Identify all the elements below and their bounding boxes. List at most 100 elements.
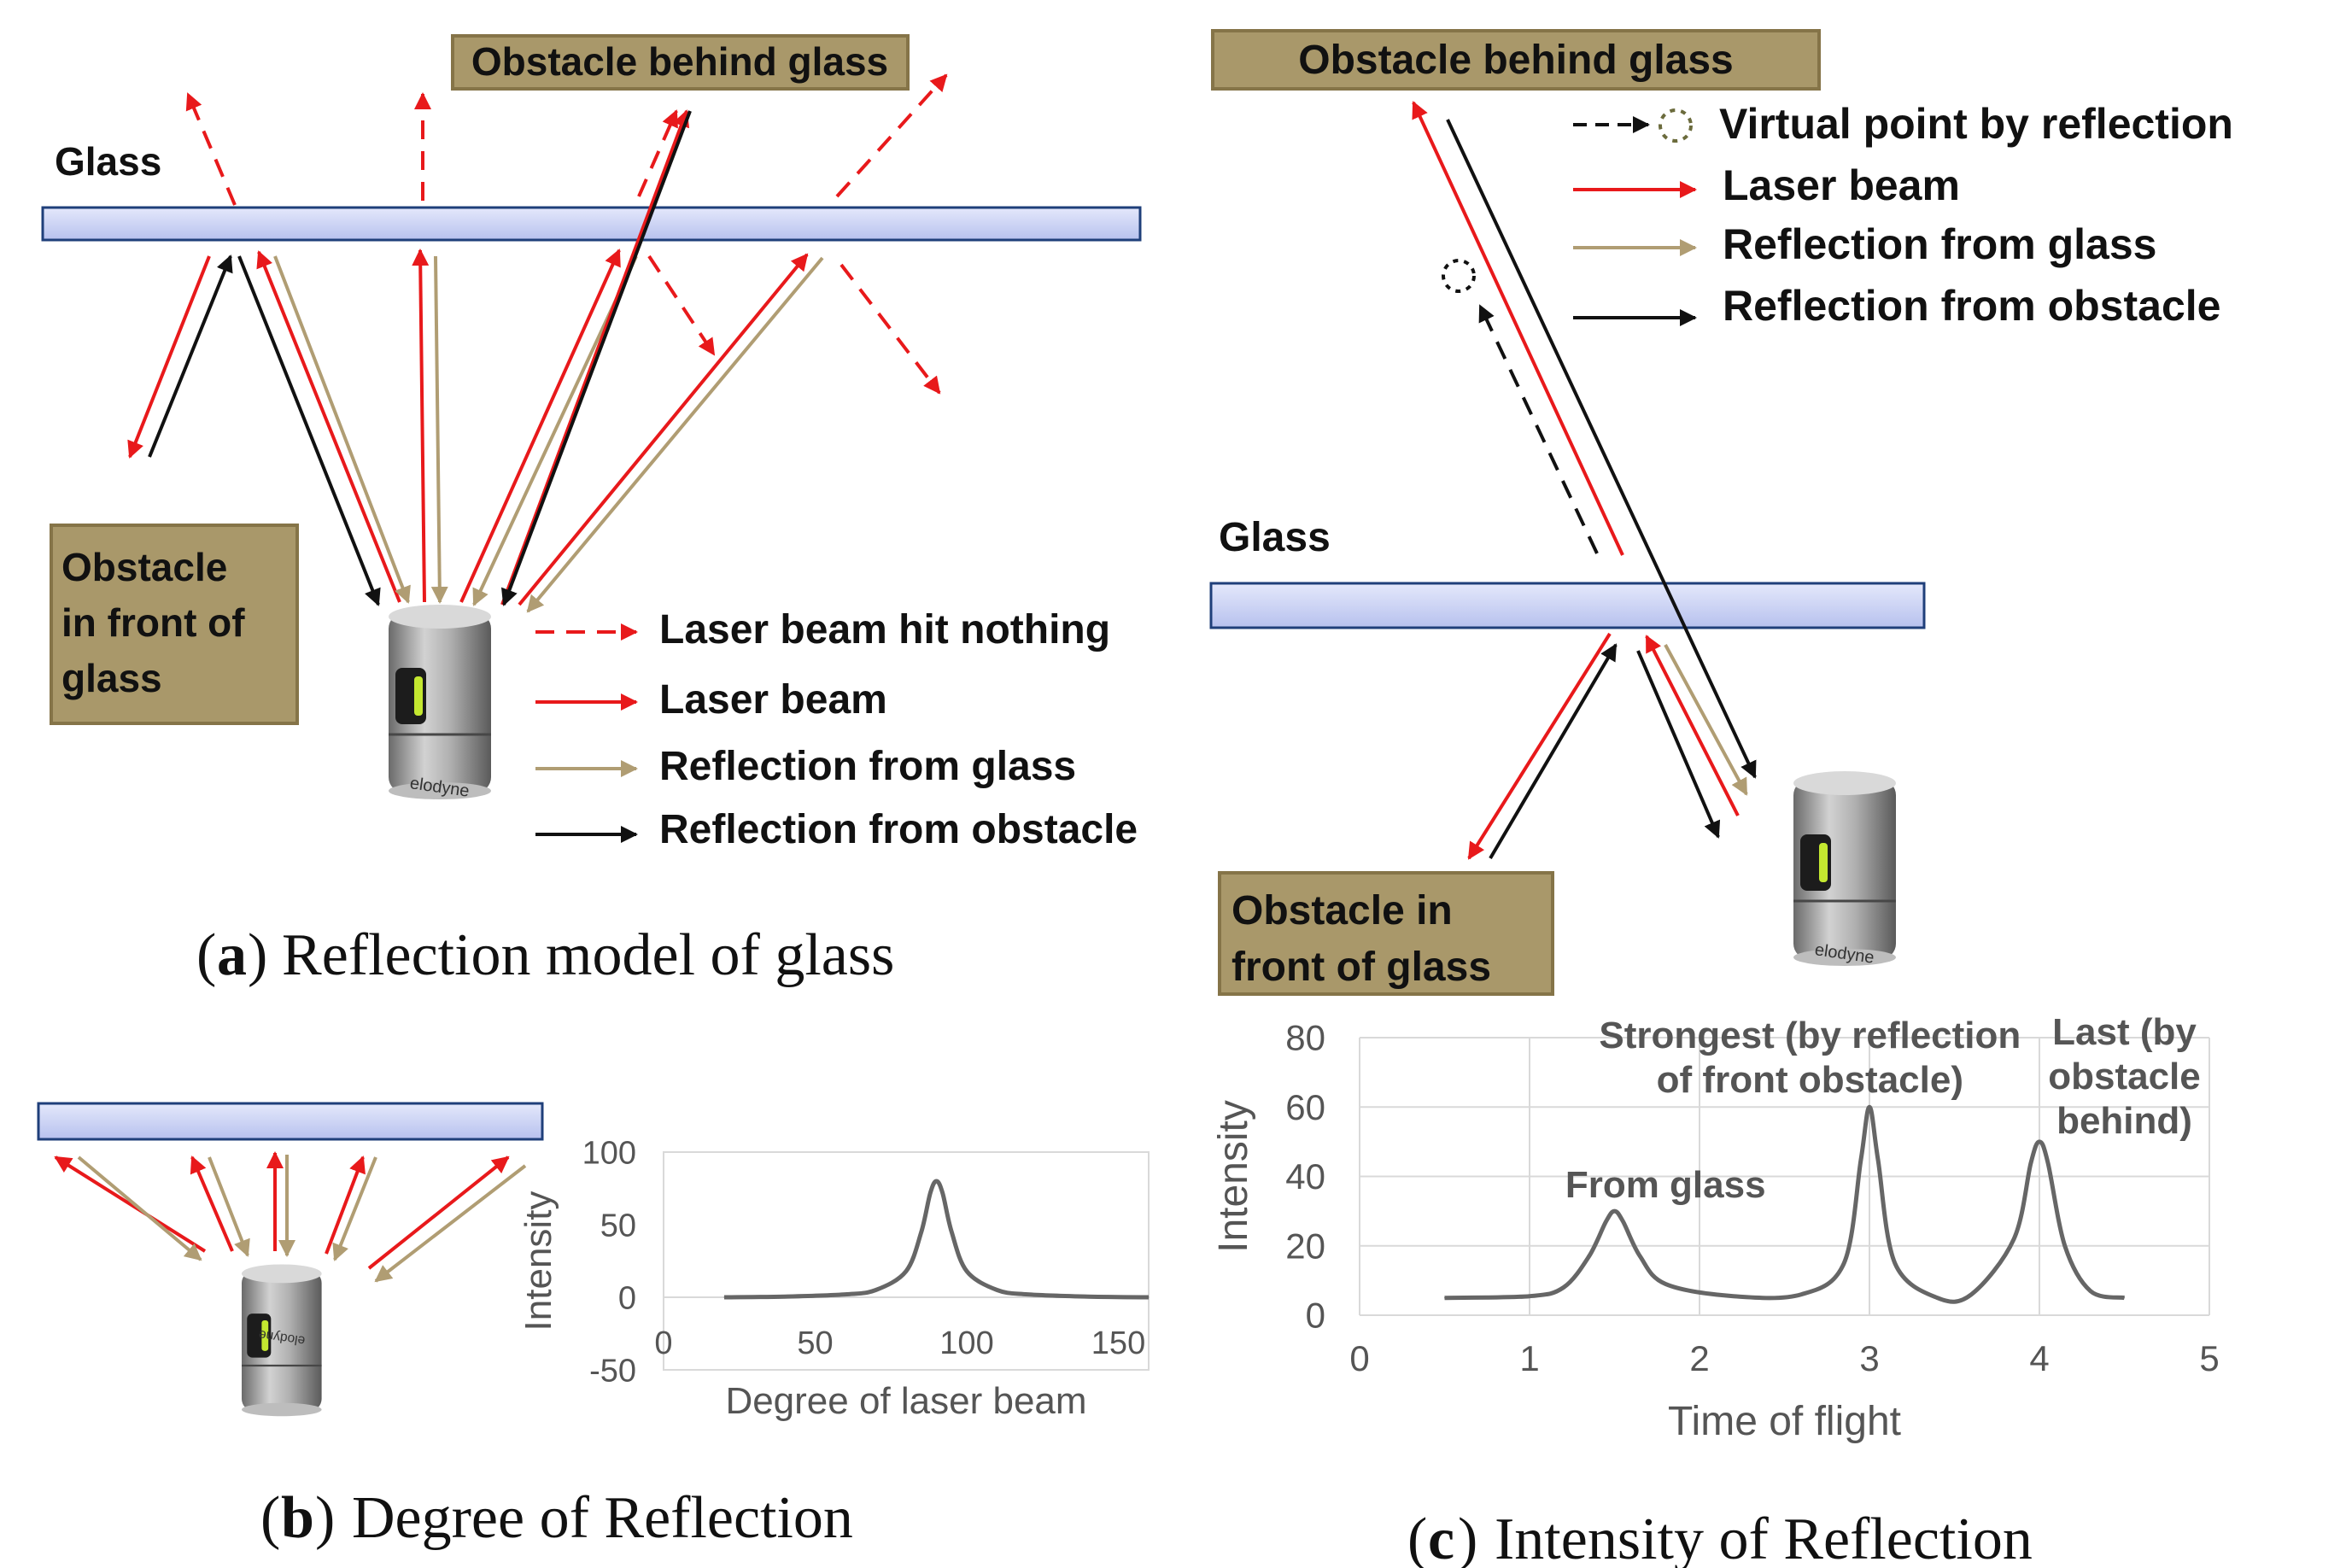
panel-a: Glass Obstacle behind glass Obstacle in … [41,34,1142,988]
data-point [1614,1210,1615,1212]
caption-c: ( c ) Intensity of Reflection [1407,1507,2033,1568]
annotation-line: behind) [2056,1100,2192,1142]
panel-b-rays [54,1151,527,1283]
data-point [845,1294,846,1296]
data-point [2047,1161,2049,1163]
panel-c: Obstacle behind glass Glass Virtual poin… [1209,29,2233,1568]
obstacle-front-box-c [1218,871,1554,996]
x-axis-label: Time of flight [1668,1399,1901,1444]
y-tick-label: 20 [1285,1226,1325,1266]
caption-c-close-paren: ) [1458,1507,1477,1568]
data-point [936,1180,937,1182]
ray [500,110,692,606]
ray [332,1156,377,1261]
x-tick-label: 2 [1689,1338,1709,1378]
data-point [1800,1294,1802,1296]
y-tick-label: 50 [600,1208,636,1243]
panel-c-rays [1412,101,1757,860]
x-tick-label: 100 [939,1325,993,1361]
data-point [2039,1141,2040,1143]
x-tick-label: 50 [797,1325,833,1361]
caption-a-letter: a [217,922,247,988]
obstacle-behind-label-c: Obstacle behind glass [1298,38,1733,83]
caption-a-text: Reflection model of glass [282,922,894,988]
virtual-point [1442,259,1476,293]
data-point [929,1192,931,1194]
x-tick-label: 0 [654,1325,672,1361]
data-point [723,1296,725,1298]
y-tick-label: 0 [1306,1296,1325,1336]
ray [1446,119,1757,779]
data-point [1869,1106,1870,1108]
chart-annotation: From glass [1565,1164,1766,1206]
obstacle-front-line-2: in front of [61,600,245,645]
ray [367,1156,510,1270]
caption-b: ( b ) Degree of Reflection [260,1485,853,1551]
glass-pane-b [37,1102,544,1141]
ray [1489,643,1618,860]
legend-c-label-1: Virtual point by reflection [1719,100,2233,148]
data-point [2064,1245,2066,1247]
glass-pane [41,206,1142,242]
chart-annotation: Last (by obstacle behind) [2048,1011,2201,1142]
data-point [1087,1296,1089,1297]
data-point [2124,1297,2125,1299]
legend-virtual-point-icon [1659,108,1693,143]
ray [459,249,621,603]
caption-c-open-paren: ( [1407,1507,1427,1568]
ray [637,109,678,197]
obstacle-front-line-1: Obstacle [61,545,227,589]
caption-b-letter: b [281,1485,314,1551]
glass-pane-c [1209,582,1926,629]
obstacle-front-c-line-2: front of glass [1232,945,1491,990]
ray [148,255,233,458]
ray [430,255,448,604]
caption-a-close-paren: ) [248,922,267,988]
ray [500,109,690,606]
chart-time-of-flight: 0 20 40 60 80 0 1 2 3 4 5 Time of flight Intensity Fr… [1211,1011,2220,1444]
ray [325,1156,366,1255]
ray [526,256,824,613]
ray [256,250,401,603]
legend-c-label-3: Reflection from glass [1723,220,2156,268]
ray [237,255,381,606]
annotation-line: obstacle [2048,1056,2201,1097]
ray [1478,304,1599,554]
ray [208,1156,250,1257]
ray [1636,650,1721,839]
ray [1645,635,1740,816]
data-point [1860,1158,1862,1160]
y-tick-label: -50 [589,1353,636,1389]
y-tick-label: 80 [1285,1018,1325,1058]
ray [518,253,809,606]
data-point [784,1296,786,1297]
data-point [966,1270,968,1272]
x-tick-label: 3 [1859,1338,1879,1378]
series-line [1444,1104,2126,1304]
ray [190,1156,234,1252]
data-point [2030,1161,2032,1163]
caption-b-open-paren: ( [260,1485,280,1551]
obstacle-front-line-3: glass [61,656,162,700]
data-point [1563,1287,1565,1288]
legend-a-label-4: Reflection from obstacle [659,807,1138,852]
data-point [1877,1158,1879,1160]
x-axis-label: Degree of laser beam [725,1380,1086,1422]
legend-c-label-4: Reflection from obstacle [1723,282,2220,330]
y-axis-label: Intensity [1211,1100,1256,1253]
sensor-b: elodyne [240,1263,323,1418]
chart-annotation: Strongest (by reflection of front obstacl… [1599,1015,2021,1101]
ray [840,263,941,395]
data-point [942,1192,944,1194]
annotation-line: of front obstacle) [1657,1059,1963,1101]
ray [185,92,237,206]
ray [54,1156,207,1253]
data-point [905,1270,907,1272]
annotation-line: Last (by [2052,1011,2197,1053]
y-tick-label: 60 [1285,1087,1325,1127]
legend-a: Laser beam hit nothing Laser beam Reflec… [535,607,1138,852]
ray [647,255,716,356]
ray [1412,101,1624,556]
